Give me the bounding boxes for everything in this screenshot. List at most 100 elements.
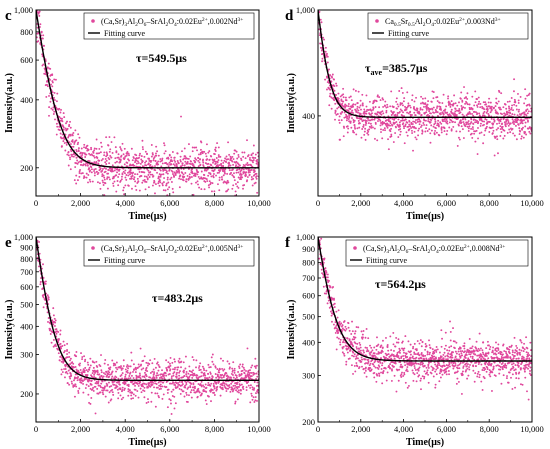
data-point	[465, 369, 468, 372]
data-point	[435, 349, 438, 351]
data-point	[486, 108, 489, 111]
data-point	[347, 326, 350, 329]
data-point	[386, 103, 389, 106]
data-point	[335, 84, 338, 87]
data-point	[475, 111, 477, 114]
data-point	[88, 160, 91, 163]
data-point	[63, 116, 66, 119]
data-point	[382, 370, 385, 372]
data-point	[84, 366, 87, 369]
data-point	[147, 162, 150, 165]
tau-annotation: τave=385.7μs	[365, 61, 428, 77]
data-point	[129, 371, 132, 374]
data-point	[166, 172, 169, 175]
data-point	[93, 156, 96, 159]
data-point	[105, 151, 108, 154]
data-point	[487, 120, 490, 123]
data-point	[106, 384, 108, 387]
data-point	[127, 385, 130, 388]
data-point	[116, 385, 119, 388]
data-point	[91, 154, 94, 157]
data-point	[381, 362, 384, 365]
data-point	[523, 111, 526, 114]
data-point	[256, 151, 259, 154]
data-point	[110, 156, 113, 159]
data-point	[238, 386, 240, 388]
data-point	[196, 390, 199, 393]
data-point	[35, 3, 37, 5]
data-point	[424, 97, 427, 100]
data-point	[242, 366, 245, 369]
data-point	[212, 363, 215, 366]
data-point	[245, 163, 248, 166]
data-point	[144, 371, 146, 374]
data-point	[512, 132, 515, 135]
data-point	[114, 157, 117, 160]
data-point	[59, 345, 62, 348]
data-point	[227, 158, 230, 161]
data-point	[421, 132, 424, 135]
data-point	[337, 309, 340, 312]
data-point	[423, 377, 426, 380]
data-point	[236, 398, 239, 401]
data-point	[225, 161, 228, 163]
data-point	[459, 97, 462, 100]
data-point	[493, 154, 496, 157]
data-point	[88, 368, 91, 371]
data-point	[352, 351, 355, 354]
data-point	[56, 125, 59, 128]
data-point	[203, 385, 206, 388]
data-point	[218, 179, 221, 181]
data-point	[226, 172, 229, 175]
data-point	[365, 112, 368, 115]
data-point	[452, 351, 454, 354]
data-point	[519, 130, 522, 133]
data-point	[97, 384, 100, 387]
data-point	[501, 125, 504, 128]
data-point	[55, 332, 58, 335]
data-point	[233, 172, 235, 175]
data-point	[53, 317, 56, 320]
data-point	[326, 61, 329, 64]
data-point	[59, 342, 62, 345]
data-point	[336, 336, 339, 339]
data-point	[112, 364, 115, 367]
data-point	[225, 182, 228, 185]
data-point	[505, 107, 508, 110]
data-point	[360, 108, 362, 111]
data-point	[145, 366, 148, 369]
data-point	[417, 352, 420, 354]
data-point	[119, 179, 122, 182]
data-point	[500, 118, 502, 121]
data-point	[77, 390, 80, 392]
data-point	[90, 397, 93, 399]
data-point	[350, 333, 353, 335]
data-point	[345, 360, 348, 363]
data-point	[182, 179, 185, 182]
data-point	[360, 118, 363, 121]
data-point	[360, 360, 363, 363]
data-point	[499, 125, 502, 128]
data-point	[159, 169, 162, 172]
data-point	[88, 178, 91, 181]
data-point	[193, 146, 196, 149]
data-point	[108, 178, 111, 181]
data-point	[232, 376, 235, 379]
data-point	[404, 125, 407, 128]
data-point	[365, 122, 368, 125]
data-point	[39, 281, 42, 283]
data-point	[366, 132, 369, 135]
data-point	[116, 180, 119, 182]
data-point	[164, 150, 167, 153]
data-point	[211, 378, 214, 380]
data-point	[251, 184, 254, 187]
data-point	[196, 149, 198, 152]
data-point	[418, 374, 421, 377]
data-point	[178, 371, 181, 374]
data-point	[144, 161, 146, 164]
data-point	[210, 389, 213, 392]
data-point	[422, 122, 425, 124]
data-point	[419, 339, 422, 342]
data-point	[95, 380, 98, 383]
data-point	[131, 159, 134, 162]
